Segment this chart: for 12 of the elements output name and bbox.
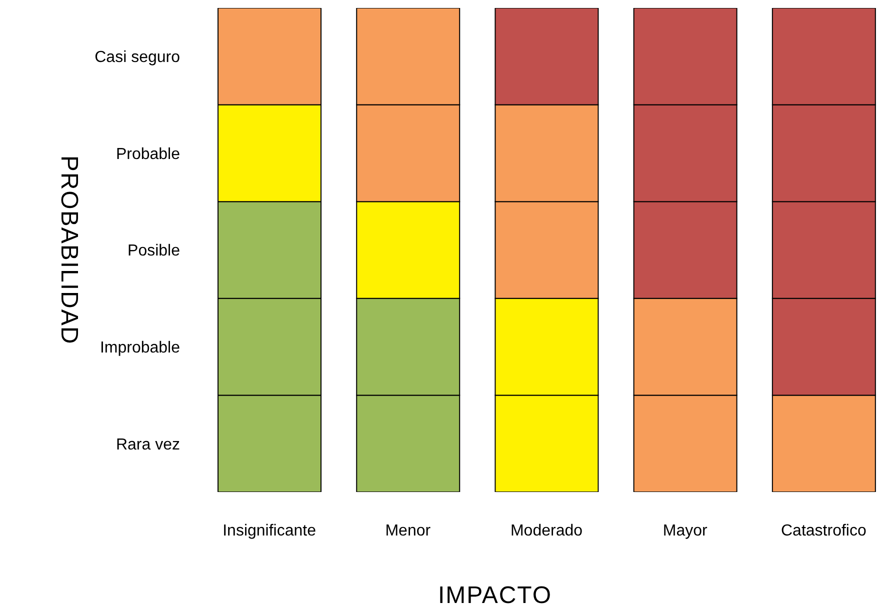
x-tick-label: Moderado <box>510 522 583 540</box>
x-tick-label: Insignificante <box>222 522 316 540</box>
x-tick-label: Catastrofico <box>781 522 866 540</box>
text: Probable <box>116 146 180 163</box>
x-tick-label: Menor <box>385 522 432 540</box>
x-tick-label: Mayor <box>662 522 708 540</box>
text: Rara vez <box>116 436 180 454</box>
y-axis-title: PROBABILIDAD <box>55 155 82 345</box>
text: Casi seguro <box>94 49 180 66</box>
x-axis-title: IMPACTO <box>436 582 554 610</box>
text: Improbable <box>100 339 180 356</box>
text: Posible <box>128 242 180 260</box>
